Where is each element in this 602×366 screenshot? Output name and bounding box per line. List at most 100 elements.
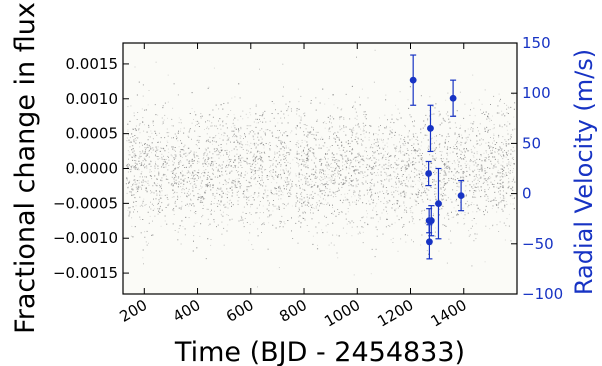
photometry-point — [417, 196, 419, 198]
photometry-point — [308, 175, 310, 177]
photometry-point — [427, 120, 429, 122]
photometry-point — [386, 190, 388, 192]
photometry-point — [357, 123, 359, 125]
photometry-point — [506, 154, 508, 156]
photometry-point — [234, 159, 235, 161]
photometry-point — [255, 183, 257, 185]
photometry-point — [420, 195, 422, 197]
photometry-point — [231, 181, 233, 183]
photometry-point — [139, 196, 141, 198]
photometry-point — [494, 156, 496, 158]
photometry-point — [136, 94, 138, 96]
photometry-point — [360, 171, 362, 173]
photometry-point — [358, 196, 360, 198]
photometry-point — [468, 204, 470, 206]
photometry-point — [352, 201, 354, 203]
photometry-point — [175, 179, 177, 181]
photometry-point — [259, 157, 261, 159]
photometry-point — [263, 193, 265, 195]
photometry-point — [224, 132, 226, 134]
photometry-point — [191, 182, 193, 184]
photometry-point — [206, 133, 208, 135]
photometry-point — [136, 186, 137, 188]
photometry-point — [295, 205, 297, 207]
photometry-point — [453, 207, 455, 209]
photometry-point — [252, 160, 254, 162]
photometry-point — [470, 109, 471, 111]
photometry-point — [456, 138, 458, 140]
photometry-point — [338, 168, 340, 169]
photometry-point — [231, 126, 233, 128]
photometry-point — [273, 177, 275, 179]
photometry-point — [470, 204, 472, 206]
photometry-point — [130, 167, 132, 169]
photometry-point — [493, 140, 495, 142]
photometry-point — [149, 149, 150, 151]
photometry-point — [250, 195, 252, 197]
photometry-point — [326, 188, 328, 190]
photometry-point — [386, 178, 388, 180]
photometry-point — [305, 179, 307, 181]
photometry-point — [337, 172, 339, 174]
photometry-point — [399, 150, 401, 152]
photometry-point — [183, 189, 185, 191]
photometry-point — [357, 156, 359, 157]
photometry-point — [212, 157, 214, 159]
photometry-point — [269, 149, 271, 151]
photometry-point — [134, 162, 136, 164]
photometry-point — [309, 194, 311, 196]
photometry-point — [362, 122, 364, 124]
photometry-point — [304, 112, 306, 114]
photometry-point — [458, 186, 460, 188]
photometry-point — [284, 203, 285, 205]
photometry-point — [291, 130, 293, 132]
photometry-point — [372, 165, 374, 167]
photometry-point — [260, 180, 261, 182]
photometry-point — [477, 168, 479, 170]
photometry-point — [367, 169, 369, 171]
photometry-point — [351, 134, 353, 136]
photometry-point — [390, 191, 392, 193]
photometry-point — [511, 188, 513, 190]
photometry-point — [231, 150, 233, 152]
photometry-point — [358, 192, 360, 194]
photometry-point — [175, 154, 177, 156]
photometry-point — [174, 177, 175, 179]
photometry-point — [195, 144, 197, 146]
photometry-point — [502, 176, 504, 178]
photometry-point — [326, 166, 328, 168]
photometry-point — [320, 180, 322, 182]
photometry-point — [453, 216, 455, 218]
photometry-point — [488, 177, 489, 179]
photometry-point — [338, 165, 340, 167]
photometry-point — [203, 153, 205, 155]
photometry-point — [496, 142, 498, 144]
photometry-point — [150, 190, 151, 192]
photometry-point — [419, 219, 421, 221]
photometry-point — [217, 176, 219, 178]
photometry-point — [263, 151, 265, 153]
photometry-point — [168, 203, 170, 205]
photometry-point — [505, 201, 507, 202]
photometry-point — [131, 195, 133, 196]
photometry-point — [457, 178, 459, 179]
photometry-point — [185, 155, 187, 157]
photometry-point — [430, 186, 432, 188]
photometry-point — [234, 183, 236, 185]
photometry-point — [191, 108, 193, 109]
photometry-point — [251, 163, 253, 165]
photometry-point — [162, 105, 164, 107]
photometry-point — [217, 187, 219, 189]
photometry-point — [191, 158, 193, 160]
photometry-point — [359, 166, 361, 168]
photometry-point — [275, 109, 276, 111]
photometry-point — [456, 142, 458, 144]
photometry-point — [483, 211, 484, 213]
photometry-point — [253, 142, 255, 144]
photometry-point — [261, 128, 263, 130]
photometry-point — [132, 187, 134, 189]
photometry-point — [188, 131, 190, 133]
photometry-point — [252, 169, 254, 171]
photometry-point — [351, 196, 353, 198]
photometry-point — [246, 197, 248, 199]
